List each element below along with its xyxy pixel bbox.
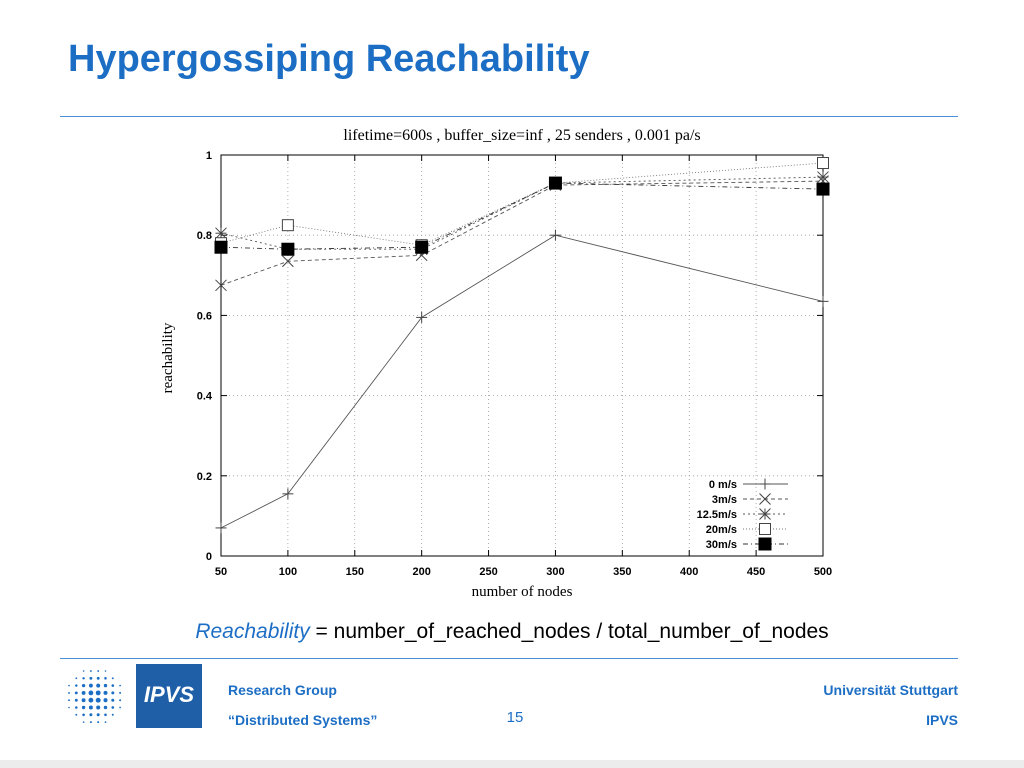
legend-label: 20m/s [706,524,737,536]
x-tick-label: 300 [546,566,564,578]
x-tick-label: 50 [215,566,227,578]
slide-title: Hypergossiping Reachability [68,38,590,80]
legend-entry: 0 m/s [709,478,788,491]
y-tick-label: 0 [206,551,212,563]
university-logo-icon [68,670,122,724]
data-point [759,523,771,535]
legend-entry: 12.5m/s [697,508,788,521]
legend-label: 0 m/s [709,479,737,491]
data-point [214,240,228,254]
x-tick-label: 100 [279,566,297,578]
data-point [549,229,561,241]
series-0-m-s [215,229,829,534]
chart-legend: 0 m/s 3m/s 12.5m/s 20m/s 30m/s [697,478,788,551]
footer-institute: IPVS [926,712,958,728]
y-tick-label: 1 [206,150,212,162]
legend-label: 30m/s [706,539,737,551]
x-axis-label: number of nodes [472,584,573,600]
legend-entry: 30m/s [706,537,788,551]
y-tick-label: 0.4 [197,391,213,403]
data-point [817,171,829,183]
series-line [220,162,824,246]
data-point [281,242,295,256]
series-30m-s [214,176,830,256]
series-3m-s [215,175,829,292]
data-point [817,157,829,170]
reachability-formula: Reachability = number_of_reached_nodes /… [0,620,1024,644]
data-point [281,219,294,232]
y-tick-label: 0.6 [197,310,212,322]
formula-definition: = number_of_reached_nodes / total_number… [309,620,829,643]
data-point [816,182,830,196]
data-point [759,508,771,520]
legend-label: 12.5m/s [697,509,737,521]
x-tick-label: 350 [613,566,631,578]
footer-university: Universität Stuttgart [823,682,958,698]
plot-frame [220,154,824,557]
data-point [548,176,562,190]
y-axis-label: reachability [160,322,176,393]
series-20m-s [215,157,829,252]
formula-term: Reachability [195,620,310,643]
data-point [758,537,772,551]
legend-entry: 20m/s [706,523,788,536]
data-point [215,227,227,240]
page-number: 15 [506,709,524,726]
x-tick-label: 450 [747,566,765,578]
series-line [220,176,824,250]
data-point [416,311,428,323]
data-point [759,493,771,505]
y-tick-label: 0.8 [197,230,212,242]
legend-label: 3m/s [712,494,737,506]
data-point [817,295,829,307]
data-point [215,522,227,534]
axis-ticks: 50 100 150 200 250 300 350 400 450 500 0 0.2 0.4 0.6 0… [197,150,832,578]
legend-entry: 3m/s [712,493,788,506]
data-point [759,478,771,490]
footer-band [0,760,1024,768]
series-12-5m-s [215,171,829,256]
title-divider [60,116,958,117]
footer-research-group: Research Group [228,682,337,698]
x-tick-label: 150 [346,566,364,578]
ipvs-logo-text: IPVS [143,682,195,707]
y-tick-label: 0.2 [197,471,212,483]
data-point [282,255,294,268]
x-tick-label: 200 [412,566,430,578]
x-tick-label: 500 [814,566,832,578]
series-line [220,182,824,250]
reachability-chart: lifetime=600s , buffer_size=inf , 25 sen… [160,127,832,600]
series-lines [214,157,830,534]
footer-group-name: “Distributed Systems” [228,712,378,728]
data-point [215,279,227,292]
data-point [282,488,294,500]
x-tick-label: 400 [680,566,698,578]
footer-divider [60,658,958,659]
x-tick-label: 250 [479,566,497,578]
ipvs-logo: IPVS [136,664,202,728]
chart-title: lifetime=600s , buffer_size=inf , 25 sen… [343,127,700,144]
grid-lines [221,155,823,556]
series-line [220,180,824,286]
data-point [415,240,429,254]
